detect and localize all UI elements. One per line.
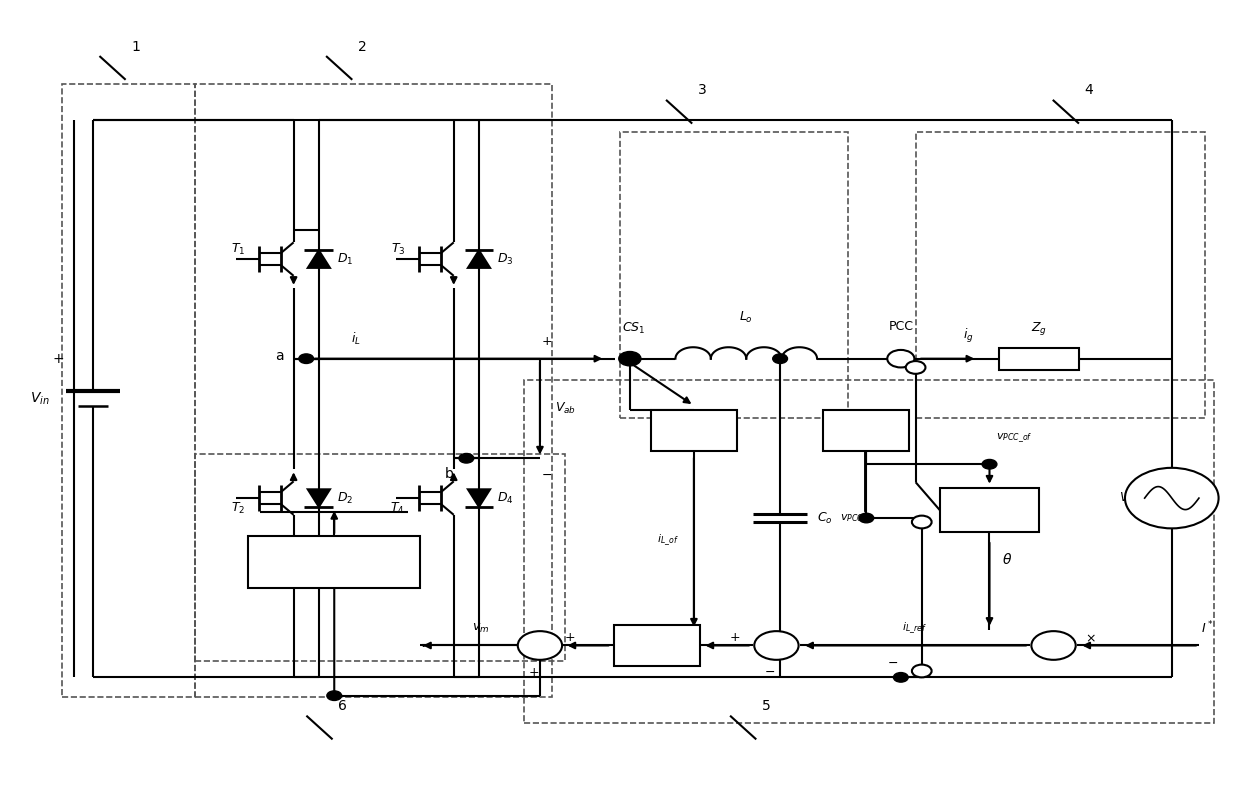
Text: $i_{L\_of}$: $i_{L\_of}$ (657, 533, 680, 548)
Bar (248, 536, 420, 588)
Circle shape (1032, 631, 1076, 660)
Text: −: − (542, 469, 553, 482)
Text: $Z_g$: $Z_g$ (1030, 320, 1047, 337)
Polygon shape (308, 250, 330, 268)
Text: $v_{PCC}$: $v_{PCC}$ (839, 512, 864, 524)
Text: $C_o$: $C_o$ (817, 510, 833, 526)
Text: $VS_1$: $VS_1$ (946, 491, 967, 505)
Text: 6: 6 (339, 700, 347, 713)
Text: 5: 5 (761, 700, 770, 713)
Bar (620, 132, 848, 419)
Circle shape (619, 352, 641, 365)
Text: +: + (542, 335, 553, 348)
Text: 4: 4 (1084, 84, 1094, 97)
Bar (195, 84, 552, 697)
Text: −: − (888, 657, 899, 670)
Polygon shape (467, 489, 490, 507)
Text: PWM: PWM (317, 555, 351, 569)
Text: $CS_1$: $CS_1$ (621, 321, 645, 336)
Circle shape (622, 354, 637, 364)
Circle shape (1125, 468, 1219, 528)
Text: $D_2$: $D_2$ (337, 490, 353, 506)
Polygon shape (467, 250, 490, 268)
Text: b: b (445, 467, 454, 481)
Text: $V_{ab}$: $V_{ab}$ (554, 401, 575, 416)
Circle shape (859, 514, 874, 522)
Text: $v_{PCC\_of}$: $v_{PCC\_of}$ (996, 432, 1032, 445)
Text: $L_o$: $L_o$ (739, 310, 753, 324)
Bar (525, 380, 1214, 723)
Text: 2: 2 (357, 39, 366, 54)
Text: $T_1$: $T_1$ (231, 242, 246, 257)
Bar (651, 410, 737, 451)
Text: $I^*$: $I^*$ (1202, 620, 1214, 636)
Text: $G_i$: $G_i$ (650, 638, 663, 653)
Circle shape (299, 354, 314, 364)
Text: ×: × (1085, 633, 1096, 646)
Text: +: + (564, 631, 575, 644)
Text: +: + (729, 631, 740, 644)
Circle shape (327, 691, 342, 700)
Circle shape (773, 354, 787, 364)
Text: $V_g$: $V_g$ (1118, 489, 1135, 506)
Circle shape (911, 665, 931, 677)
Bar (823, 410, 909, 451)
Text: −: − (765, 666, 775, 679)
Text: $\theta$: $\theta$ (1002, 552, 1012, 568)
Text: 1: 1 (131, 39, 140, 54)
Text: a: a (275, 349, 284, 363)
Bar (614, 625, 701, 667)
Text: +: + (528, 666, 539, 679)
Text: 3: 3 (698, 84, 707, 97)
Bar (62, 84, 195, 697)
Circle shape (982, 460, 997, 469)
Circle shape (911, 516, 931, 528)
Text: $D_3$: $D_3$ (497, 251, 513, 266)
Circle shape (894, 672, 908, 682)
Circle shape (888, 350, 914, 367)
Text: $D_4$: $D_4$ (497, 490, 515, 506)
Text: $H_i$: $H_i$ (687, 423, 701, 438)
Bar (195, 454, 564, 662)
Text: SPLL: SPLL (975, 504, 1004, 517)
Text: $T_3$: $T_3$ (391, 242, 405, 257)
Circle shape (459, 453, 474, 463)
Bar (998, 348, 1079, 369)
Circle shape (905, 361, 925, 374)
Text: PCC: PCC (888, 320, 914, 333)
Text: $i_L$: $i_L$ (351, 331, 361, 347)
Polygon shape (308, 489, 330, 507)
Text: $T_4$: $T_4$ (391, 501, 405, 516)
Circle shape (518, 631, 562, 660)
Text: $D_1$: $D_1$ (337, 251, 353, 266)
Text: $H_v$: $H_v$ (858, 423, 874, 438)
Circle shape (754, 631, 799, 660)
Text: $V_{in}$: $V_{in}$ (30, 390, 50, 407)
Bar (940, 488, 1039, 532)
Text: +: + (52, 352, 64, 365)
Text: $T_2$: $T_2$ (231, 501, 246, 516)
Text: $v_m$: $v_m$ (472, 621, 490, 634)
Text: $i_g$: $i_g$ (963, 328, 973, 345)
Bar (915, 132, 1205, 419)
Text: +: + (888, 353, 899, 367)
Text: $i_{L\_ref}$: $i_{L\_ref}$ (903, 620, 928, 636)
